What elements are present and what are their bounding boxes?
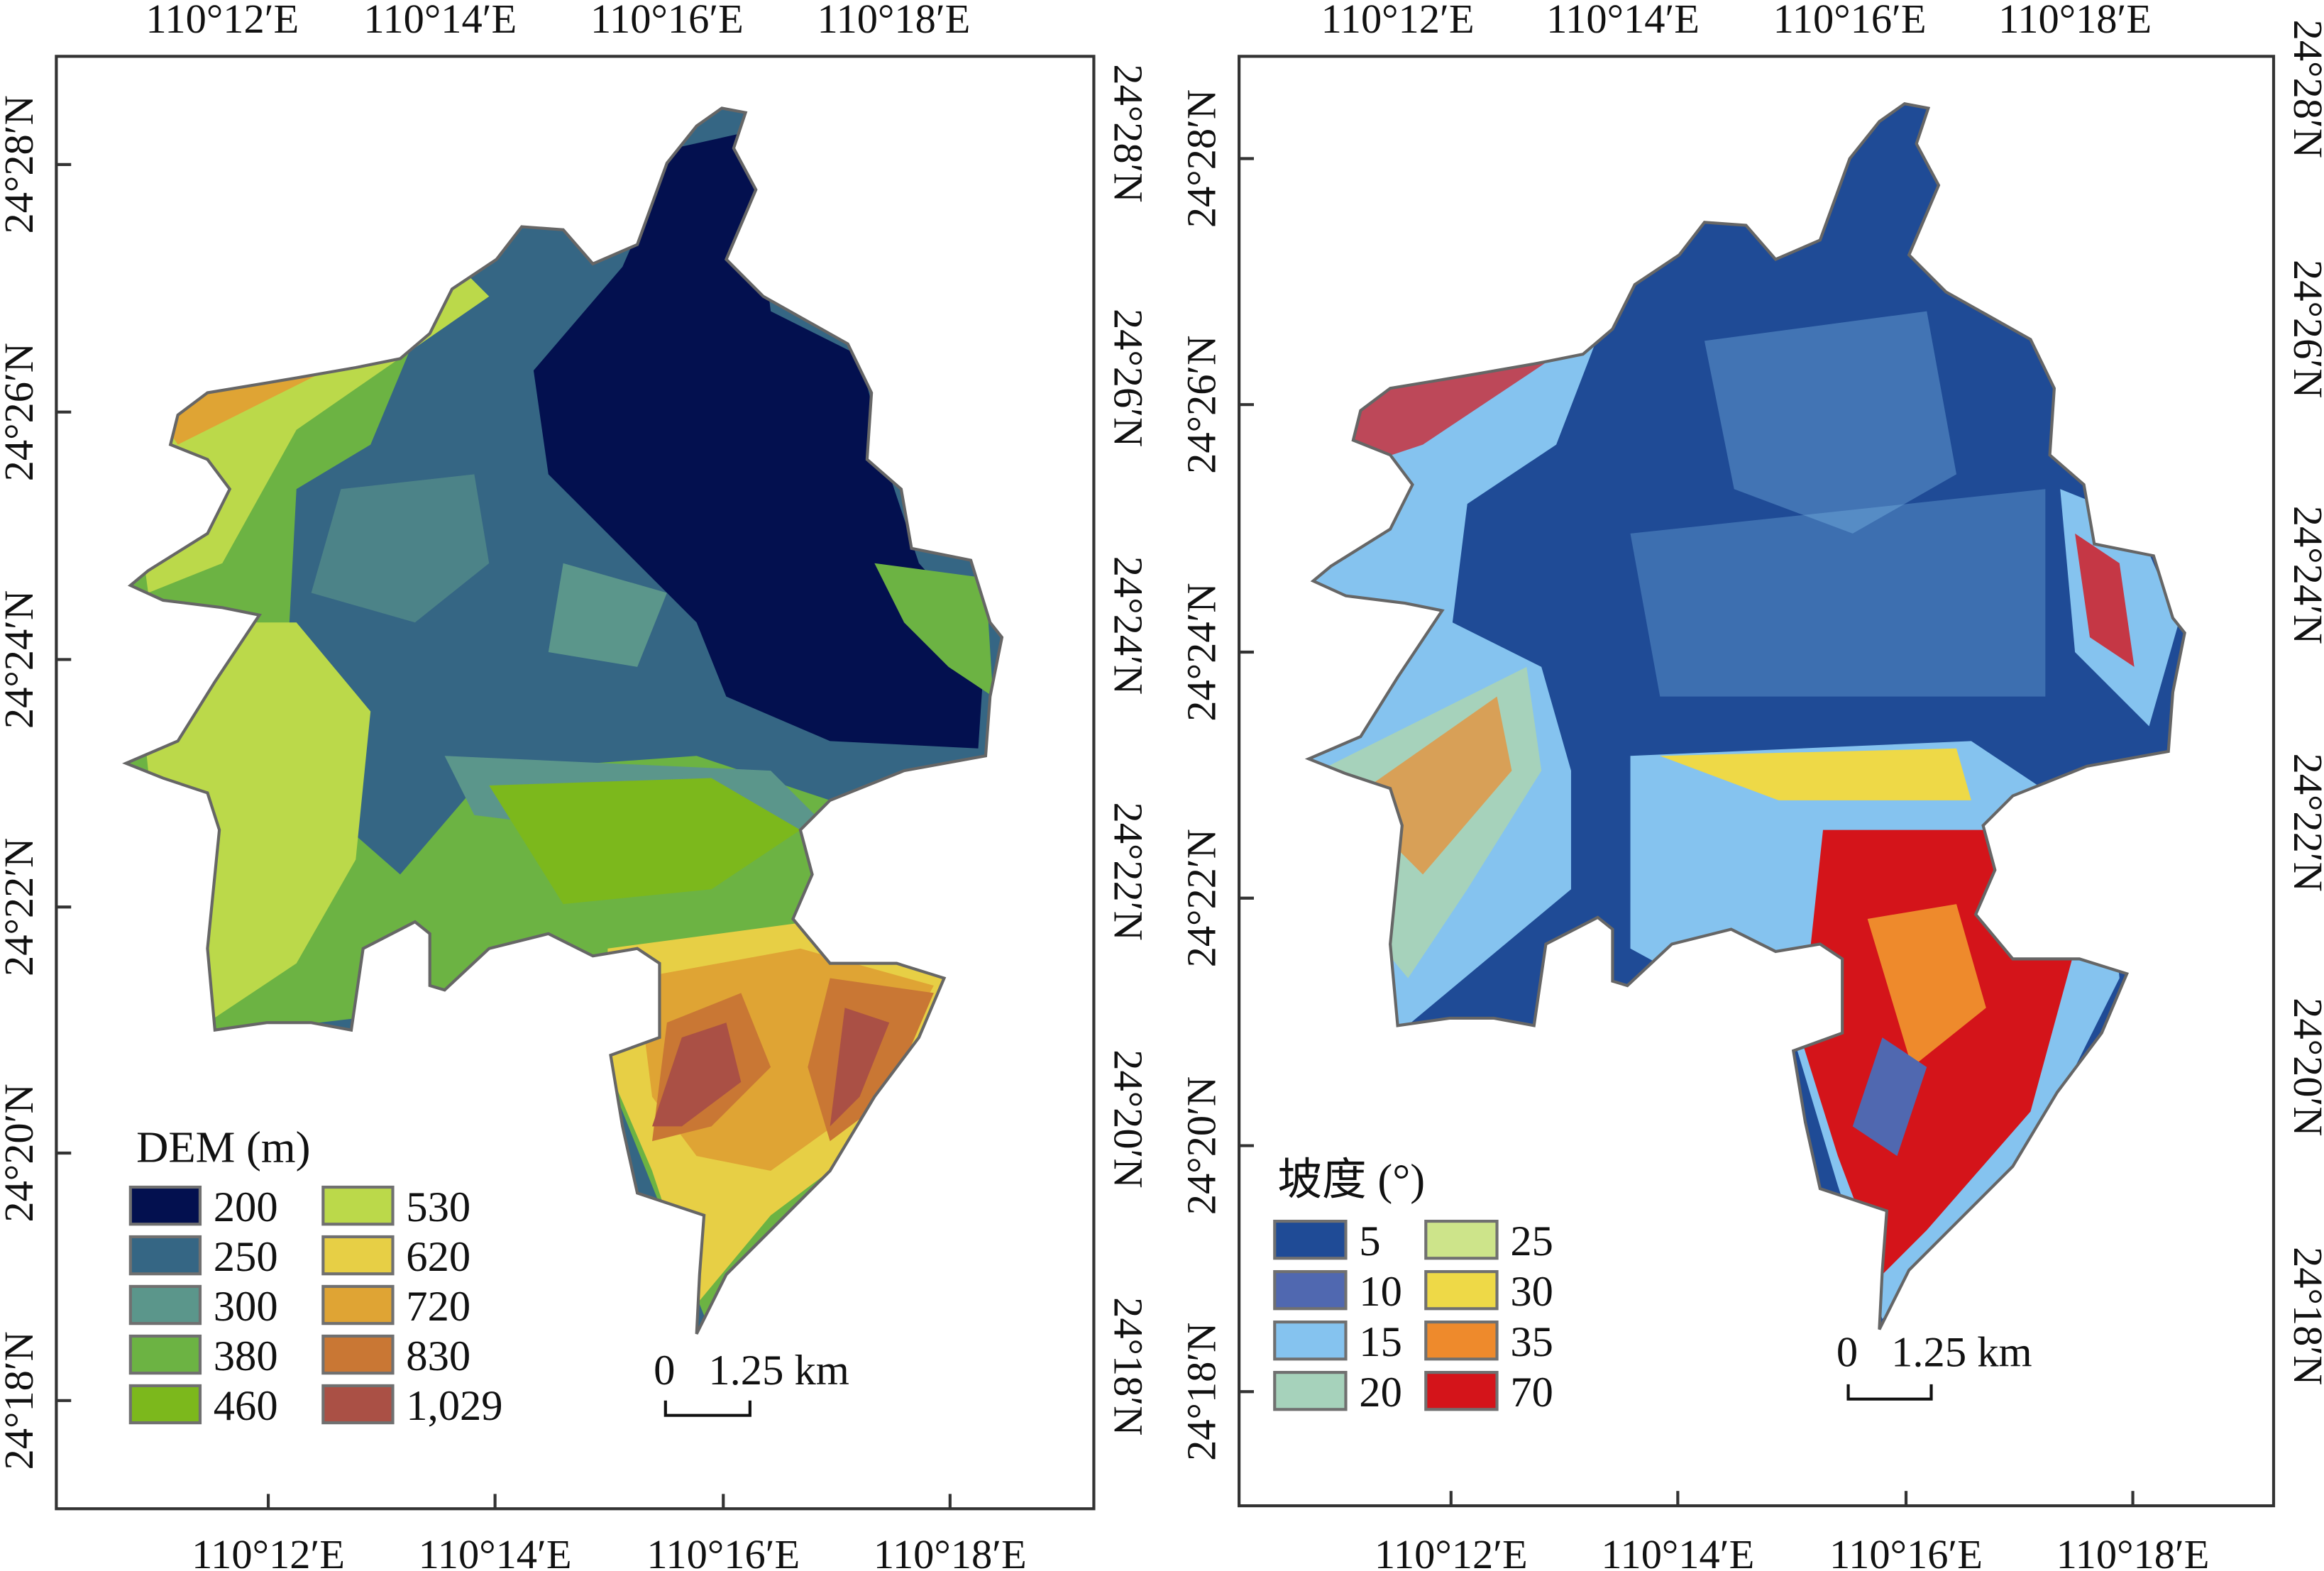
- legend-swatch: [128, 1235, 202, 1276]
- legend-label: 250: [214, 1233, 278, 1281]
- legend-label: 20: [1359, 1369, 1402, 1416]
- lon-label: 110°18′E: [1998, 0, 2152, 42]
- lat-label: 24°28′N: [1106, 64, 1152, 202]
- legend-label: 25: [1510, 1218, 1553, 1265]
- lon-label: 110°16′E: [1773, 0, 1927, 42]
- legend-label: 15: [1359, 1318, 1402, 1366]
- legend-swatch: [1273, 1219, 1348, 1260]
- map-frame: [55, 55, 1096, 1511]
- legend-label: 5: [1359, 1218, 1380, 1265]
- lat-label: 24°26′N: [1106, 309, 1152, 447]
- lat-label: 24°22′N: [1106, 802, 1152, 940]
- legend-title: DEM (m): [136, 1123, 310, 1172]
- legend-label: 830: [406, 1333, 470, 1380]
- legend-label: 300: [214, 1283, 278, 1330]
- bottom-lon-labels: [266, 1494, 952, 1509]
- legend-swatch: [1273, 1321, 1348, 1361]
- scale-start: 0: [1836, 1329, 1858, 1377]
- legend-label: 200: [214, 1184, 278, 1231]
- legend-label: 380: [214, 1333, 278, 1380]
- legend-swatch: [321, 1384, 395, 1425]
- lon-label: 110°18′E: [2056, 1531, 2210, 1571]
- lon-label: 110°14′E: [419, 1531, 572, 1571]
- lat-label: 24°20′N: [1179, 1076, 1225, 1215]
- legend-swatch: [1424, 1219, 1499, 1260]
- legend-swatch: [128, 1284, 202, 1325]
- lat-label: 24°18′N: [0, 1331, 42, 1470]
- legend-label: 720: [406, 1283, 470, 1330]
- lat-label: 24°24′N: [1179, 583, 1225, 721]
- legend-swatch: [128, 1185, 202, 1226]
- legend-label: 35: [1510, 1318, 1553, 1366]
- lat-label: 24°24′N: [0, 590, 42, 729]
- legend-swatch: [321, 1185, 395, 1226]
- lon-label: 110°14′E: [363, 0, 517, 42]
- legend-label: 30: [1510, 1268, 1553, 1316]
- lon-label: 110°16′E: [646, 1531, 800, 1571]
- legend-swatch: [321, 1334, 395, 1375]
- lat-label: 24°26′N: [0, 343, 42, 481]
- lon-label: 110°18′E: [874, 1531, 1027, 1571]
- legend-swatch: [128, 1384, 202, 1425]
- legend-swatch: [1424, 1269, 1499, 1311]
- lat-label: 24°22′N: [1179, 829, 1225, 967]
- lat-label: 24°20′N: [1106, 1049, 1152, 1188]
- lat-label: 24°20′N: [2285, 998, 2324, 1136]
- scale-bar: 0 1.25 km: [654, 1347, 849, 1417]
- dem-panel: 110°12′E 110°14′E 110°16′E 110°18′E 110°…: [0, 0, 1152, 1571]
- lat-label: 24°18′N: [1179, 1323, 1225, 1461]
- lat-label: 24°18′N: [2285, 1247, 2324, 1385]
- legend-swatch: [321, 1235, 395, 1276]
- scale-start: 0: [654, 1347, 675, 1394]
- legend-label: 620: [406, 1233, 470, 1281]
- lon-label: 110°12′E: [1375, 1531, 1528, 1571]
- legend-swatch: [1273, 1371, 1348, 1411]
- lon-label: 110°14′E: [1546, 0, 1700, 42]
- legend-title: 坡度 (°): [1277, 1154, 1425, 1204]
- legend-swatch: [1424, 1321, 1499, 1361]
- dem-map: [126, 108, 1002, 1334]
- legend-label: 70: [1510, 1369, 1553, 1416]
- lat-label: 24°28′N: [2285, 20, 2324, 158]
- lat-label: 24°22′N: [0, 838, 42, 976]
- lat-label: 24°28′N: [0, 95, 42, 233]
- lat-label: 24°26′N: [2285, 260, 2324, 398]
- lon-label: 110°16′E: [590, 0, 744, 42]
- scale-end: 1.25 km: [1891, 1329, 2032, 1377]
- lon-label: 110°12′E: [192, 1531, 345, 1571]
- lon-label: 110°14′E: [1601, 1531, 1754, 1571]
- lat-label: 24°20′N: [0, 1084, 42, 1222]
- lon-label: 110°12′E: [145, 0, 299, 42]
- legend-label: 10: [1359, 1268, 1402, 1316]
- lat-label: 24°22′N: [2285, 754, 2324, 892]
- scale-end: 1.25 km: [708, 1347, 849, 1394]
- lon-label: 110°16′E: [1829, 1531, 1983, 1571]
- map-frame: [1238, 55, 2276, 1508]
- lat-label: 24°18′N: [1106, 1297, 1152, 1435]
- legend-label: 460: [214, 1382, 278, 1430]
- lon-label: 110°18′E: [817, 0, 971, 42]
- legend-swatch: [1273, 1269, 1348, 1311]
- slope-panel: 110°12′E 110°14′E 110°16′E 110°18′E 110°…: [1179, 0, 2324, 1571]
- top-lon-labels: 110°12′E 110°14′E 110°16′E 110°18′E: [145, 0, 970, 42]
- legend-swatch: [128, 1334, 202, 1375]
- lat-label: 24°26′N: [1179, 336, 1225, 474]
- scale-bar: 0 1.25 km: [1836, 1329, 2032, 1401]
- legend-swatch: [321, 1284, 395, 1325]
- legend-label: 1,029: [406, 1382, 502, 1430]
- lat-label: 24°28′N: [1179, 89, 1225, 228]
- lon-label: 110°12′E: [1321, 0, 1475, 42]
- legend-label: 530: [406, 1184, 470, 1231]
- legend-swatch: [1424, 1371, 1499, 1411]
- lat-label: 24°24′N: [1106, 556, 1152, 695]
- lat-label: 24°24′N: [2285, 506, 2324, 644]
